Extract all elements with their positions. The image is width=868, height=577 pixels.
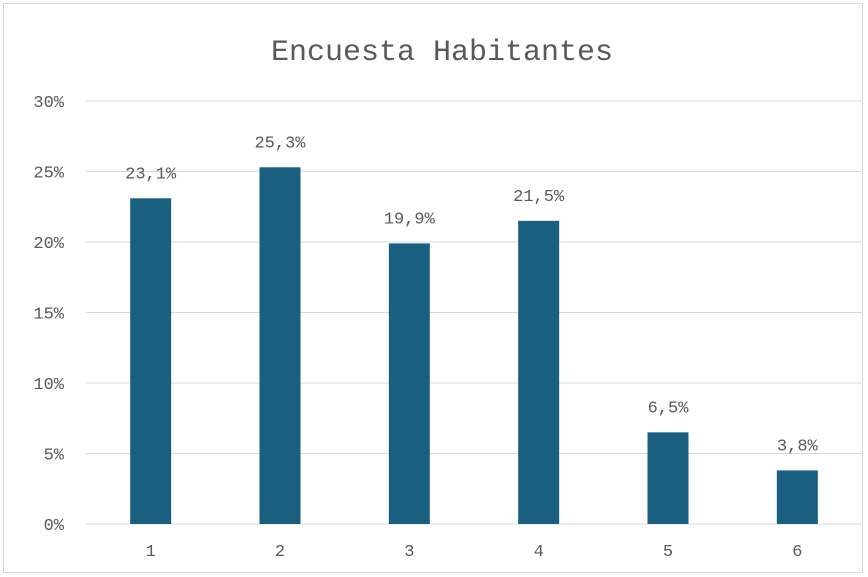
data-label: 6,5% [648, 399, 690, 418]
y-tick-label: 5% [44, 447, 65, 466]
x-tick-label: 4 [534, 543, 544, 562]
bar [776, 470, 818, 524]
x-tick-label: 3 [404, 543, 414, 562]
bar [518, 220, 560, 524]
chart-title: Encuesta Habitantes [271, 36, 613, 70]
data-label: 21,5% [513, 188, 565, 207]
y-tick-label: 10% [33, 376, 64, 395]
bar [130, 198, 172, 525]
bars [130, 167, 818, 525]
gridlines [86, 100, 862, 525]
y-tick-label: 15% [33, 306, 64, 325]
x-tick-label: 5 [663, 543, 673, 562]
data-label: 19,9% [384, 210, 436, 229]
y-tick-label: 30% [33, 94, 64, 113]
data-label: 3,8% [777, 437, 819, 456]
bar [647, 432, 689, 524]
data-label: 25,3% [254, 134, 306, 153]
x-tick-label: 1 [146, 543, 156, 562]
y-tick-label: 20% [33, 235, 64, 254]
bar-chart: Encuesta Habitantes 0% 5% 10% 15% 20% 25% 3 0% … [33, 36, 862, 562]
x-axis-ticks: 1 2 3 4 5 6 [146, 543, 803, 562]
data-label: 23,1% [125, 165, 177, 184]
y-tick-label: 0% [44, 517, 65, 536]
data-labels: 23,1% 25,3% 19,9% 21,5% 6,5% 3,8% [125, 134, 818, 456]
x-tick-label: 2 [275, 543, 285, 562]
bar [388, 243, 430, 524]
bar [259, 167, 301, 524]
y-tick-label: 25% [33, 165, 64, 184]
chart-area: Encuesta Habitantes 0% 5% 10% 15% 20% 25% 3 0% … [3, 3, 863, 573]
y-axis-ticks: 0% 5% 10% 15% 20% 25% 30% [33, 94, 64, 536]
x-tick-label: 6 [792, 543, 802, 562]
